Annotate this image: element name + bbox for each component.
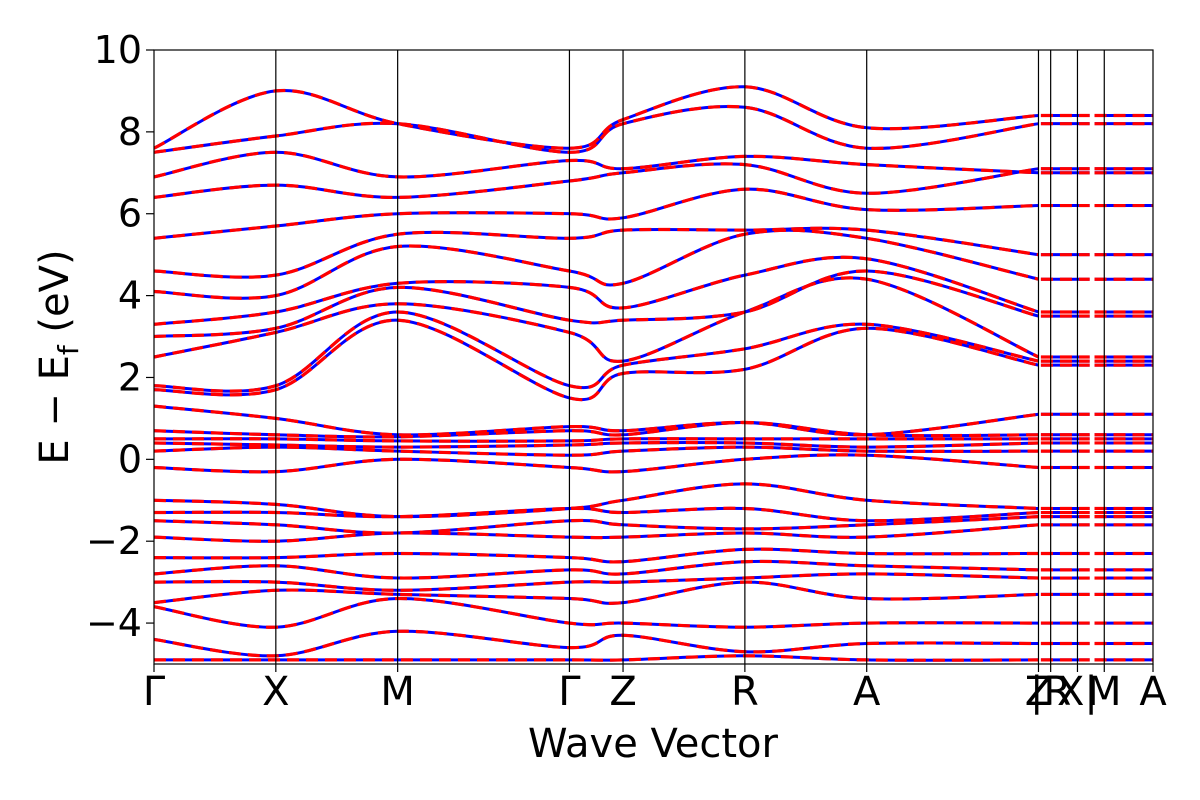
x-tick-label: M [1087,669,1122,715]
x-tick-label: A [1139,669,1167,715]
x-tick-label: X| [1057,669,1098,715]
y-tick-label: 6 [118,192,142,236]
x-tick-label: A [853,669,881,715]
x-tick-label: X [262,669,289,715]
x-axis-label: Wave Vector [528,721,779,767]
y-axis-label-main: E − E [32,355,78,465]
x-tick-label: R [731,669,759,715]
band-line-dashed [154,404,1039,437]
x-tick-label: Z [609,669,636,715]
y-tick-label: 8 [118,110,142,154]
band-line-dashed [154,104,1039,154]
y-axis-label-subscript: f [52,344,85,355]
x-tick-label: |R [1030,669,1071,715]
plot-frame [153,49,1154,665]
band-line-dashed [154,162,1039,200]
y-axis-ticks: −4 −2 0 2 4 6 8 10 [86,28,154,645]
y-tick-label: 2 [118,355,142,399]
y-tick-label: −4 [86,601,142,645]
band-line-dashed [154,187,1039,240]
band-line-dashed [154,226,1039,279]
x-tick-label: Γ [558,669,581,715]
band-line-dashed [154,150,1039,179]
band-line-dashed [154,228,1039,300]
x-tick-label: Γ [143,669,166,715]
y-axis-label: E − Ef (eV) [32,249,85,464]
kpoint-dividers [275,50,1105,664]
y-tick-label: 4 [118,274,142,318]
band-line-dashed [154,629,1039,658]
y-tick-label: −2 [86,519,142,563]
y-tick-label: 10 [94,28,142,72]
y-tick-label: 0 [118,437,142,481]
band-line-dashed [154,482,1039,519]
x-tick-label: M [380,669,415,715]
y-axis-label-unit: (eV) [32,249,78,345]
band-line-dashed [154,580,1039,605]
x-axis-ticks: Γ X M Γ Z R A Z|RX|M A [143,664,1167,715]
band-line-dashed [154,596,1039,629]
x-tick-label: Z [1025,669,1052,715]
